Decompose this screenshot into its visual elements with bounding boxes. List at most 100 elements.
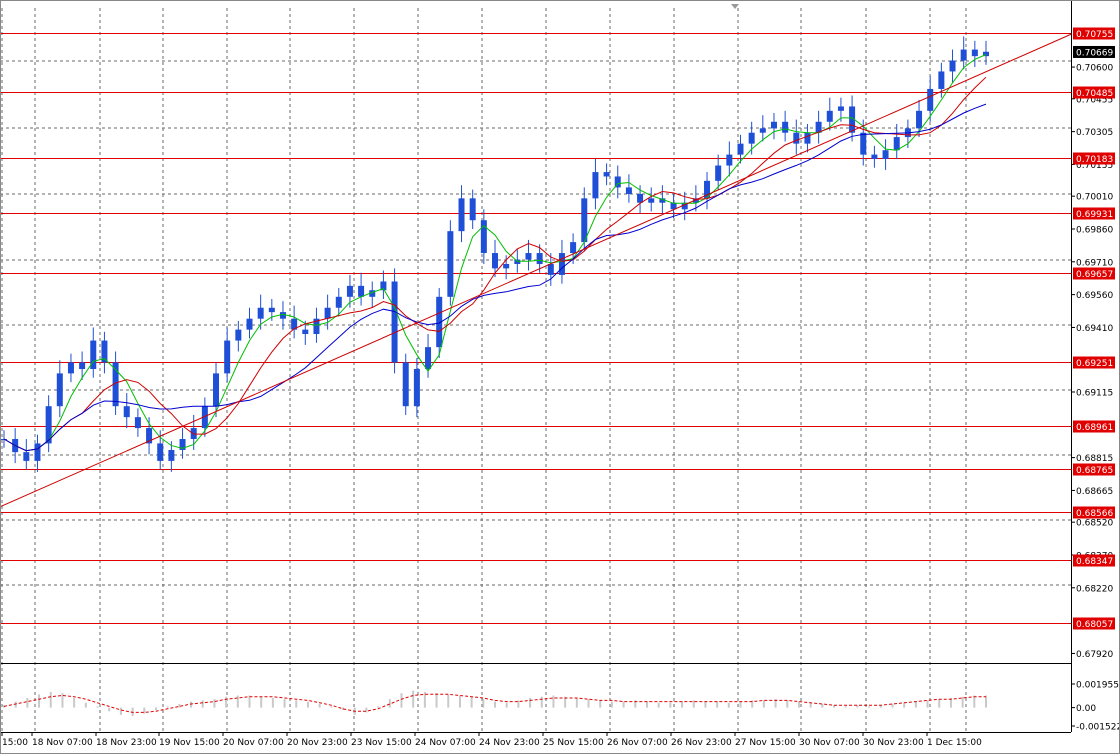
candle-body xyxy=(358,285,365,297)
price-tick-label: 0.68220 xyxy=(1076,584,1113,594)
candle-body xyxy=(492,253,498,269)
candle-body xyxy=(425,347,432,370)
candle-body xyxy=(302,329,309,334)
candles xyxy=(1,36,989,472)
candle-body xyxy=(793,132,800,144)
candle-body xyxy=(581,198,588,243)
candle-body xyxy=(123,406,130,418)
osc-tick-label: -0.001522 xyxy=(1076,723,1120,733)
price-tick-label: 0.70305 xyxy=(1076,128,1113,138)
price-tick-label: 0.68665 xyxy=(1076,487,1113,497)
candle-body xyxy=(558,253,565,275)
price-tick-label: 0.69860 xyxy=(1076,225,1113,235)
level-label-box xyxy=(1073,420,1115,433)
candle-body xyxy=(603,172,610,177)
candle-body xyxy=(146,428,153,444)
candle-body xyxy=(871,154,878,159)
osc-tick-label: 0.001955 xyxy=(1076,681,1119,691)
level-label: 0.69657 xyxy=(1076,270,1113,280)
candle-body xyxy=(815,121,822,133)
level-label: 0.70183 xyxy=(1076,155,1113,165)
time-label: 19 Nov 15:00 xyxy=(159,738,220,748)
candle-body xyxy=(101,340,108,363)
candle-body xyxy=(324,307,331,319)
candle-body xyxy=(804,132,811,144)
trendline[interactable] xyxy=(0,33,1072,508)
candle-body xyxy=(391,281,398,363)
time-label: 24 Nov 23:00 xyxy=(479,738,540,748)
trend-line xyxy=(0,33,1072,508)
level-label-box xyxy=(1073,86,1115,99)
level-label-box xyxy=(1073,617,1115,630)
candle-body xyxy=(45,406,52,444)
ma-line xyxy=(3,103,987,452)
candle-body xyxy=(547,263,554,275)
time-label: 1 Dec 15:00 xyxy=(927,738,982,748)
candle-body xyxy=(715,165,722,181)
level-labels: 0.70755 0.70485 0.70183 0.69931 0.69657 0.692… xyxy=(1073,27,1115,630)
candle-body xyxy=(413,369,420,407)
time-label: 24 Nov 07:00 xyxy=(415,738,476,748)
candle-body xyxy=(748,132,755,144)
time-label: 26 Nov 07:00 xyxy=(607,738,668,748)
candle-body xyxy=(770,121,777,129)
candle-body xyxy=(257,307,264,319)
candle-body xyxy=(949,60,956,72)
time-label: 20 Nov 23:00 xyxy=(287,738,348,748)
candle-body xyxy=(525,253,532,260)
candle-body xyxy=(681,202,688,210)
current-price-label: 0.70669 xyxy=(1076,48,1113,58)
candle-body xyxy=(279,312,286,319)
candle-body xyxy=(659,198,666,203)
horizontal-levels[interactable] xyxy=(0,33,1071,624)
candle-body xyxy=(268,307,275,313)
candle-body xyxy=(692,198,699,203)
price-tick-label: 0.69710 xyxy=(1076,258,1113,268)
candle-body xyxy=(826,110,833,122)
candle-body xyxy=(860,132,867,155)
price-tick-label: 0.70010 xyxy=(1076,193,1113,203)
candle-body xyxy=(447,231,454,297)
level-label: 0.68961 xyxy=(1076,423,1113,433)
level-label-box xyxy=(1073,463,1115,476)
time-label: 18 Nov 07:00 xyxy=(32,738,93,748)
moving-averages xyxy=(3,54,987,452)
candle-body xyxy=(837,106,844,111)
time-label: 23 Nov 15:00 xyxy=(351,738,412,748)
candle-body xyxy=(56,373,63,407)
candle-body xyxy=(893,137,900,151)
candle-body xyxy=(224,340,231,374)
level-label-box xyxy=(1073,554,1115,567)
level-label-box xyxy=(1073,506,1115,519)
candle-body xyxy=(849,106,856,133)
candle-body xyxy=(291,318,298,330)
candle-body xyxy=(782,121,789,133)
time-label: 26 Nov 23:00 xyxy=(671,738,732,748)
osc-tick-label: 0.00 xyxy=(1076,704,1096,714)
candle-body xyxy=(235,329,242,341)
candle-body xyxy=(79,362,86,370)
price-tick-label: 0.68520 xyxy=(1076,519,1113,529)
candle-body xyxy=(246,318,253,330)
time-axis: 15:00 18 Nov 07:00 18 Nov 23:00 19 Nov 15:0… xyxy=(0,732,1071,748)
candle-body xyxy=(737,143,744,155)
level-label-box xyxy=(1073,207,1115,220)
time-label: 30 Nov 23:00 xyxy=(863,738,924,748)
time-label: 25 Nov 15:00 xyxy=(543,738,604,748)
candle-body xyxy=(927,88,934,111)
level-label-box xyxy=(1073,27,1115,40)
price-tick-label: 0.67920 xyxy=(1076,650,1113,660)
level-label: 0.68566 xyxy=(1076,509,1113,519)
time-label: 20 Nov 07:00 xyxy=(223,738,284,748)
candle-body xyxy=(704,180,711,199)
level-label: 0.68347 xyxy=(1076,557,1113,567)
candle-body xyxy=(458,198,465,232)
candle-body xyxy=(637,193,644,203)
ma-line xyxy=(3,76,987,452)
price-tick-label: 0.69115 xyxy=(1076,388,1113,398)
time-label: 30 Nov 07:00 xyxy=(799,738,860,748)
time-label: 27 Nov 15:00 xyxy=(735,738,796,748)
